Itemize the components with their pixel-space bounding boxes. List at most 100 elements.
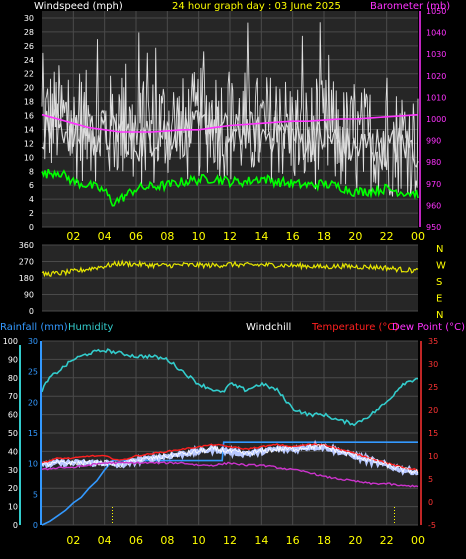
hour-tick-label-top: 02 [66, 230, 80, 243]
rainfall-series [41, 441, 418, 526]
rainfall-axis-title: Rainfall (mm) [0, 322, 68, 333]
green-wind-series [41, 168, 419, 207]
humidity-tick-label: 0 [33, 521, 38, 530]
windspeed-tick-label: 30 [24, 14, 34, 23]
rainfall-tick-label: 40 [8, 447, 18, 456]
barometer-tick-label: 990 [426, 137, 441, 146]
direction-tick-label: 0 [29, 307, 34, 316]
barometer-axis-title: Barometer (mb) [370, 1, 450, 12]
rainfall-tick-label: 100 [3, 337, 18, 346]
windspeed-tick-label: 22 [24, 70, 34, 79]
windspeed-tick-label: 12 [24, 139, 34, 148]
rainfall-tick-label: 80 [8, 374, 18, 383]
hour-tick-label-top: 10 [192, 230, 206, 243]
humidity-tick-label: 5 [33, 490, 38, 499]
hour-tick-label-top: 12 [223, 230, 237, 243]
humidity-tick-label: 10 [28, 460, 38, 469]
chart-title: 24 hour graph day : 03 June 2025 [172, 1, 341, 12]
compass-direction-label: E [436, 294, 442, 305]
barometer-tick-label: 980 [426, 158, 441, 167]
temperature-tick-label: 15 [428, 429, 438, 438]
windspeed-tick-label: 4 [29, 195, 34, 204]
barometer-tick-label: 960 [426, 201, 441, 210]
hour-tick-label-bottom: 06 [129, 534, 143, 547]
barometer-tick-label: 1020 [426, 72, 446, 81]
windspeed-tick-label: 0 [29, 223, 34, 232]
hour-tick-label-top: 22 [380, 230, 394, 243]
compass-direction-label: S [436, 277, 442, 288]
temperature-tick-label: 25 [428, 383, 438, 392]
windspeed-tick-label: 28 [24, 28, 34, 37]
compass-direction-label: W [436, 261, 446, 272]
hour-tick-label-top: 20 [348, 230, 362, 243]
temperature-tick-label: 10 [428, 452, 438, 461]
pressure-series [41, 113, 419, 133]
barometer-tick-label: 1040 [426, 29, 446, 38]
barometer-tick-label: 950 [426, 223, 441, 232]
rainfall-tick-label: 30 [8, 466, 18, 475]
temperature-tick-label: 20 [428, 406, 438, 415]
hour-tick-label-bottom: 08 [160, 534, 174, 547]
humidity-tick-label: 20 [28, 398, 38, 407]
hour-tick-label-bottom: 02 [66, 534, 80, 547]
rainfall-tick-label: 60 [8, 411, 18, 420]
axis-labels: 0202040406060808101012121414161618182020… [3, 7, 447, 547]
direction-tick-label: 180 [19, 274, 34, 283]
humidity-tick-label: 30 [28, 337, 38, 346]
rainfall-tick-label: 50 [8, 429, 18, 438]
windspeed-tick-label: 20 [24, 84, 34, 93]
barometer-tick-label: 1050 [426, 7, 446, 16]
direction-tick-label: 360 [19, 241, 34, 250]
windspeed-tick-label: 26 [24, 42, 34, 51]
hour-tick-label-bottom: 12 [223, 534, 237, 547]
direction-tick-label: 270 [19, 258, 34, 267]
hour-tick-label-bottom: 14 [254, 534, 268, 547]
rainfall-tick-label: 70 [8, 392, 18, 401]
hour-tick-label-top: 06 [129, 230, 143, 243]
temperature-series [41, 443, 419, 472]
temperature-tick-label: 5 [428, 475, 433, 484]
windchill-legend: Windchill [246, 322, 291, 333]
hour-tick-label-bottom: 10 [192, 534, 206, 547]
windspeed-tick-label: 10 [24, 153, 34, 162]
rainfall-tick-label: 0 [13, 521, 18, 530]
windspeed-tick-label: 18 [24, 98, 34, 107]
windspeed-tick-label: 2 [29, 209, 34, 218]
compass-direction-label: N [436, 310, 443, 321]
humidity-tick-label: 25 [28, 368, 38, 377]
windspeed-tick-label: 14 [24, 125, 34, 134]
humidity-series [41, 348, 418, 427]
hour-tick-label-top: 16 [286, 230, 300, 243]
wind-direction-series [41, 259, 419, 278]
windspeed-tick-label: 24 [24, 56, 34, 65]
barometer-tick-label: 970 [426, 180, 441, 189]
temperature-tick-label: 35 [428, 337, 438, 346]
temperature-tick-label: -5 [428, 521, 436, 530]
windspeed-axis-title: Windspeed (mph) [34, 1, 123, 12]
hour-tick-label-top: 04 [98, 230, 112, 243]
barometer-tick-label: 1030 [426, 50, 446, 59]
hour-tick-label-bottom: 20 [348, 534, 362, 547]
hour-tick-label-bottom: 00 [411, 534, 425, 547]
rainfall-tick-label: 10 [8, 503, 18, 512]
temperature-legend: Temperature (°C) [311, 322, 398, 333]
hour-tick-label-bottom: 18 [317, 534, 331, 547]
rainfall-tick-label: 20 [8, 484, 18, 493]
humidity-axis-title: Humidity [68, 322, 113, 333]
humidity-tick-label: 15 [28, 429, 38, 438]
wind-average-series [41, 103, 419, 171]
barometer-tick-label: 1010 [426, 93, 446, 102]
windchill-series [41, 443, 419, 475]
hour-tick-label-bottom: 22 [380, 534, 394, 547]
windspeed-tick-label: 16 [24, 112, 34, 121]
hour-tick-label-top: 00 [411, 230, 425, 243]
windchill-band-series [40, 439, 419, 476]
hour-tick-label-bottom: 04 [98, 534, 112, 547]
dewpoint-series [41, 461, 419, 488]
temperature-tick-label: 0 [428, 498, 433, 507]
dewpoint-legend: Dew Point (°C) [392, 322, 465, 333]
rainfall-tick-label: 90 [8, 355, 18, 364]
windspeed-tick-label: 6 [29, 181, 34, 190]
